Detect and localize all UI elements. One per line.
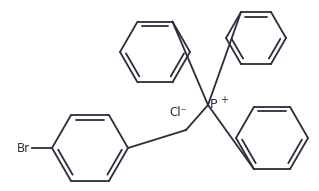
Text: Cl⁻: Cl⁻ [169,105,187,118]
Text: +: + [220,95,228,105]
Text: P: P [210,99,218,112]
Text: Br: Br [17,142,30,155]
